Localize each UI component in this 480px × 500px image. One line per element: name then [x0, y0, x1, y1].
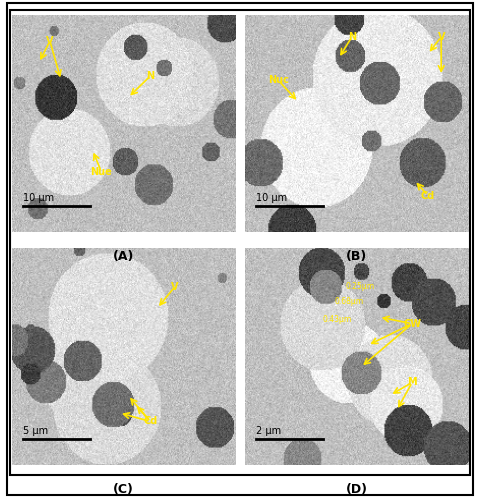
Text: (A): (A)	[113, 250, 134, 263]
Text: Nue: Nue	[90, 166, 112, 176]
Text: 10 µm: 10 µm	[23, 194, 54, 203]
Text: 0.68µm: 0.68µm	[334, 298, 363, 306]
Text: M: M	[408, 378, 417, 388]
Text: N: N	[146, 71, 155, 81]
Text: (C): (C)	[113, 482, 134, 496]
Text: (D): (D)	[346, 482, 367, 496]
Text: N: N	[348, 32, 356, 42]
Text: Cd: Cd	[143, 416, 157, 426]
Text: 2 µm: 2 µm	[256, 426, 281, 436]
Text: (B): (B)	[346, 250, 367, 263]
Text: 0.25µm: 0.25µm	[345, 282, 374, 291]
Text: V: V	[171, 282, 179, 292]
Text: 5 µm: 5 µm	[23, 426, 48, 436]
Text: CW: CW	[403, 318, 421, 328]
Text: V: V	[46, 36, 54, 46]
Text: 10 µm: 10 µm	[256, 194, 287, 203]
Text: Cd: Cd	[420, 190, 435, 200]
Text: Nuc: Nuc	[268, 75, 288, 85]
Text: 0.43µm: 0.43µm	[323, 315, 352, 324]
Text: V: V	[437, 32, 445, 42]
